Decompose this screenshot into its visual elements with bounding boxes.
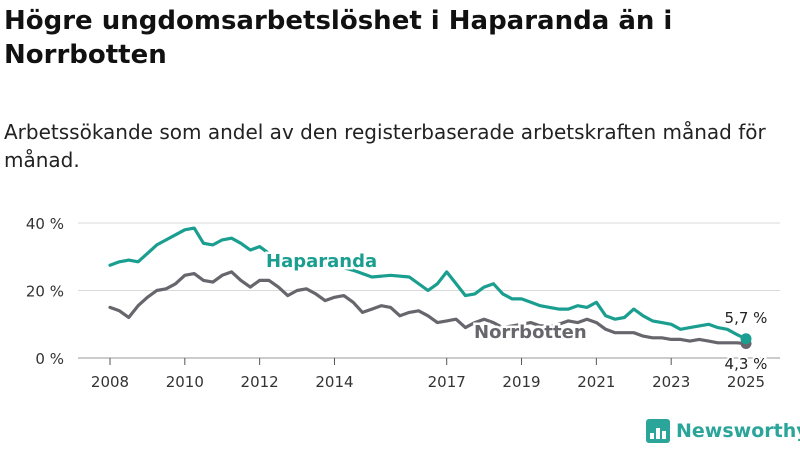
series-line-norrbotten bbox=[108, 270, 748, 346]
newsworthy-logo-icon bbox=[646, 419, 670, 443]
end-marker-haparanda bbox=[740, 333, 752, 345]
x-tick-label: 2010 bbox=[166, 373, 204, 391]
end-value-label: 5,7 % bbox=[725, 309, 768, 327]
y-tick-label: 40 % bbox=[26, 215, 64, 233]
newsworthy-brand[interactable]: Newsworthy bbox=[646, 419, 800, 443]
end-value-label: 4,3 % bbox=[725, 355, 768, 373]
chart-subtitle: Arbetssökande som andel av den registerb… bbox=[4, 120, 766, 172]
x-tick-label: 2014 bbox=[315, 373, 353, 391]
series-label-haparanda: Haparanda bbox=[266, 251, 377, 272]
x-tick-label: 2012 bbox=[241, 373, 279, 391]
x-tick-label: 2008 bbox=[91, 373, 129, 391]
x-tick-label: 2019 bbox=[502, 373, 540, 391]
x-tick-label: 2023 bbox=[652, 373, 690, 391]
y-tick-label: 20 % bbox=[26, 283, 64, 301]
x-tick-label: 2017 bbox=[428, 373, 466, 391]
y-tick-label: 0 % bbox=[35, 350, 64, 368]
brand-name: Newsworthy bbox=[676, 420, 800, 442]
chart-title: Högre ungdomsarbetslöshet i Haparanda än… bbox=[4, 6, 673, 70]
series-line-haparanda bbox=[108, 226, 748, 341]
x-tick-label: 2025 bbox=[727, 373, 765, 391]
x-tick-label: 2021 bbox=[577, 373, 615, 391]
series-label-norrbotten: Norrbotten bbox=[474, 322, 587, 343]
